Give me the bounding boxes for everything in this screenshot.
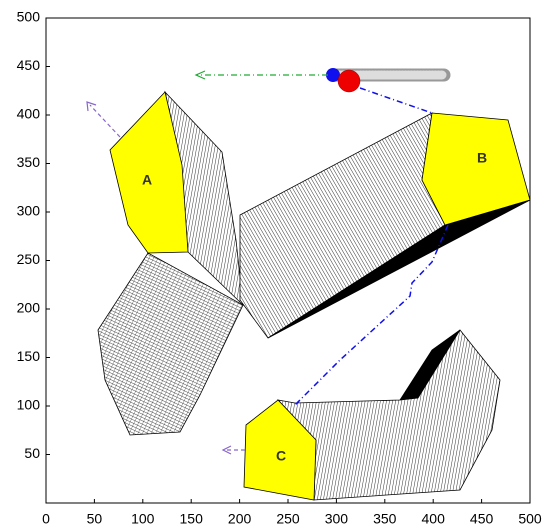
x-tick-label: 500	[518, 511, 542, 527]
red-disc	[338, 70, 360, 92]
y-tick-label: 350	[17, 154, 41, 170]
label-b: B	[477, 150, 487, 166]
x-tick-label: 0	[42, 511, 50, 527]
y-tick-label: 100	[17, 397, 41, 413]
y-tick-label: 500	[17, 9, 41, 25]
x-tick-label: 150	[180, 511, 204, 527]
y-tick-label: 300	[17, 203, 41, 219]
x-tick-label: 200	[228, 511, 252, 527]
label-a: A	[142, 172, 152, 188]
y-tick-label: 250	[17, 251, 41, 267]
shapes	[98, 92, 530, 500]
y-tick-label: 450	[17, 57, 41, 73]
y-tick-label: 200	[17, 300, 41, 316]
x-tick-label: 250	[276, 511, 300, 527]
x-tick-label: 350	[373, 511, 397, 527]
chart: A B C 0 50 100 150 200 250 300 350 400 450 500 50 10…	[0, 0, 549, 532]
y-tick-label: 400	[17, 106, 41, 122]
x-tick-label: 300	[325, 511, 349, 527]
x-tick-label: 100	[131, 511, 155, 527]
x-tick-label: 50	[87, 511, 103, 527]
x-tick-label: 450	[470, 511, 494, 527]
blue-path	[360, 88, 432, 113]
sweep-b	[240, 113, 445, 338]
label-c: C	[276, 448, 286, 464]
purple-arrow-a	[90, 105, 120, 137]
green-head	[196, 71, 205, 79]
y-tick-label: 150	[17, 348, 41, 364]
x-tick-label: 400	[422, 511, 446, 527]
y-tick-label: 50	[24, 445, 40, 461]
